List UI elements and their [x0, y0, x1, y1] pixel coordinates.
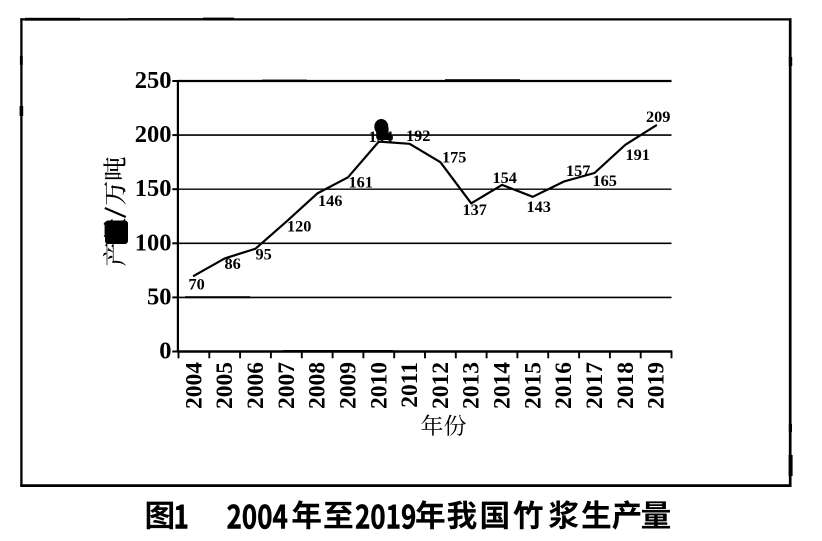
svg-text:2004: 2004: [181, 362, 207, 409]
svg-text:200: 200: [135, 121, 172, 148]
svg-text:192: 192: [406, 126, 430, 145]
svg-text:209: 209: [646, 107, 670, 126]
svg-text:2005: 2005: [212, 362, 238, 409]
svg-text:86: 86: [225, 254, 241, 273]
svg-text:2008: 2008: [305, 362, 331, 409]
svg-text:2016: 2016: [551, 362, 577, 409]
svg-text:0: 0: [159, 338, 171, 365]
svg-text:150: 150: [135, 175, 172, 202]
svg-text:2014: 2014: [490, 362, 516, 409]
svg-text:2013: 2013: [459, 362, 485, 409]
svg-text:154: 154: [493, 168, 517, 187]
svg-text:2015: 2015: [520, 362, 546, 409]
svg-text:100: 100: [135, 229, 172, 256]
svg-text:165: 165: [593, 171, 617, 190]
svg-text:2006: 2006: [243, 362, 269, 409]
svg-text:2011: 2011: [397, 362, 423, 408]
svg-text:137: 137: [463, 200, 487, 219]
svg-text:175: 175: [442, 148, 466, 167]
svg-text:2012: 2012: [428, 362, 454, 409]
svg-text:161: 161: [349, 173, 373, 192]
svg-text:2009: 2009: [336, 362, 362, 409]
svg-text:2017: 2017: [582, 362, 608, 409]
svg-text:95: 95: [256, 245, 272, 264]
svg-text:250: 250: [135, 67, 172, 94]
svg-text:70: 70: [189, 275, 205, 294]
svg-text:2007: 2007: [274, 362, 300, 409]
svg-text:143: 143: [527, 197, 551, 216]
svg-text:2018: 2018: [613, 362, 639, 409]
svg-text:146: 146: [318, 191, 342, 210]
svg-text:2019: 2019: [644, 362, 670, 409]
svg-text:2010: 2010: [366, 362, 392, 409]
svg-text:157: 157: [566, 161, 590, 180]
svg-text:120: 120: [287, 217, 311, 236]
svg-text:191: 191: [626, 145, 650, 164]
svg-text:50: 50: [147, 283, 172, 310]
